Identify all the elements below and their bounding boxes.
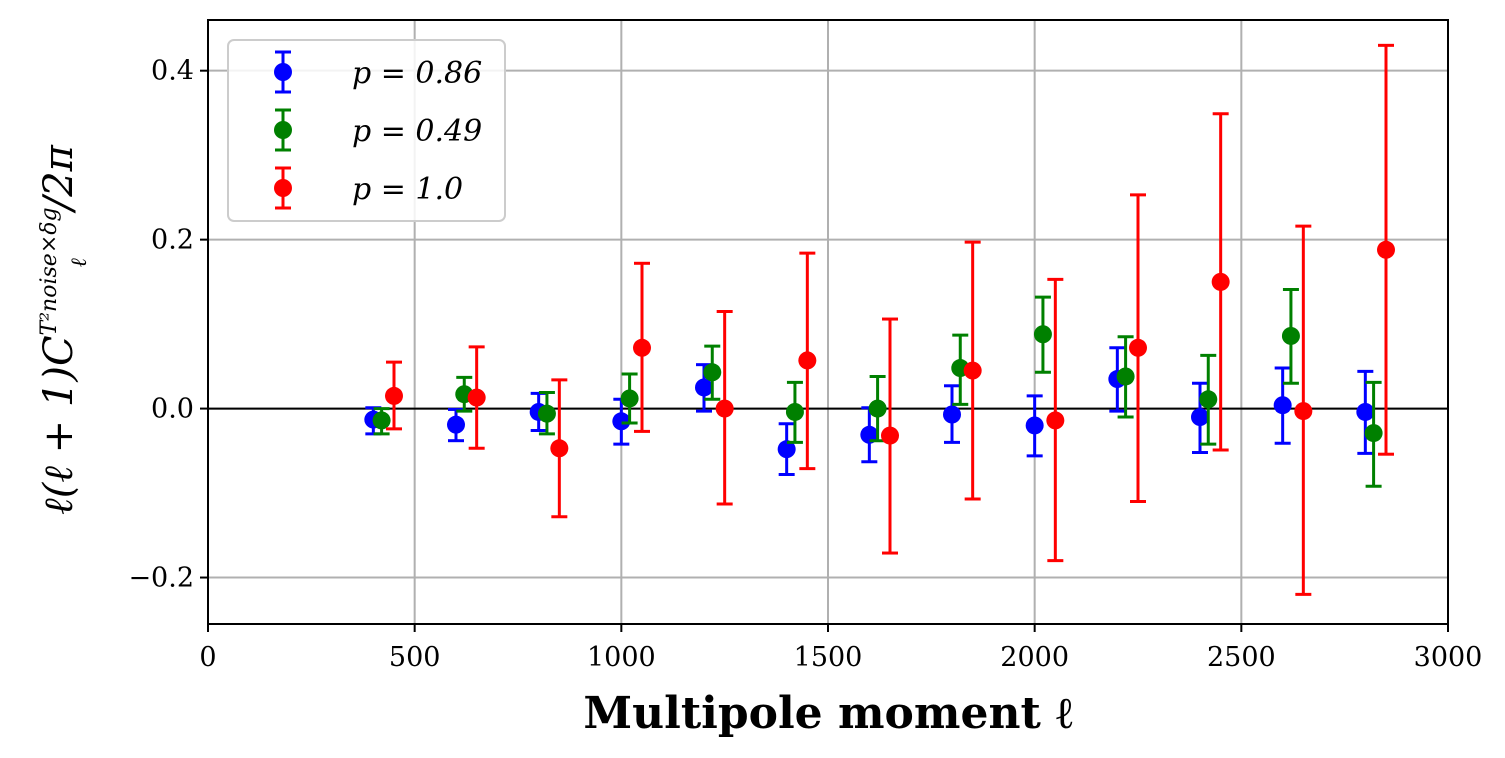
legend-marker	[274, 179, 292, 197]
data-point	[372, 411, 391, 430]
y-axis-title-superscript: T²noise×δg	[37, 207, 62, 335]
y-axis-title-tail: /2π	[36, 144, 82, 214]
legend-marker	[274, 63, 292, 81]
data-point	[777, 440, 796, 459]
series-3	[385, 43, 1395, 596]
legend-marker	[274, 121, 292, 139]
data-point	[1273, 396, 1292, 415]
data-point	[1364, 424, 1383, 443]
data-point	[695, 378, 713, 397]
data-point	[785, 402, 804, 421]
data-point	[1033, 325, 1052, 344]
series-group	[364, 43, 1395, 596]
y-axis-title: ℓ(ℓ + 1)CT²noise×δg ℓ/2π	[36, 144, 92, 515]
data-point	[1116, 367, 1135, 386]
data-point	[550, 439, 569, 458]
data-point	[467, 388, 486, 407]
x-tick-label: 2000	[1000, 642, 1069, 673]
data-point	[612, 412, 631, 431]
x-tick-label: 2500	[1207, 642, 1276, 673]
legend-label: p = 0.86	[352, 56, 482, 91]
data-point	[798, 351, 817, 370]
data-point	[1199, 390, 1218, 409]
legend-label: p = 1.0	[352, 172, 463, 207]
legend: p = 0.86 p = 0.49 p = 1.0	[227, 39, 506, 222]
x-axis-title: Multipole moment ℓ	[583, 688, 1073, 739]
data-point	[1191, 408, 1209, 427]
series-2	[372, 287, 1383, 488]
x-tick-label: 1000	[587, 642, 656, 673]
y-tick-label: 0.0	[151, 394, 194, 425]
svg-text:ℓ(ℓ + 1)CT²noise×δgℓ/2π: ℓ(ℓ + 1)CT²noise×δg ℓ/2π	[36, 144, 92, 515]
data-point	[537, 404, 556, 423]
y-axis-title-main: ℓ(ℓ + 1)C	[36, 335, 82, 515]
data-point	[1281, 326, 1300, 345]
data-point	[1046, 411, 1065, 430]
data-point	[385, 386, 403, 405]
data-point	[943, 405, 961, 424]
y-axis-ticks: −0.2 0.0 0.2 0.4	[128, 56, 208, 594]
data-point	[1294, 402, 1313, 421]
data-point	[633, 338, 651, 357]
y-tick-label: 0.2	[151, 225, 194, 256]
data-point	[703, 363, 722, 382]
data-point	[1025, 416, 1044, 435]
x-axis-ticks: 0 500 1000 1500 2000 2500 3000	[199, 624, 1482, 673]
x-tick-label: 3000	[1414, 642, 1483, 673]
data-point	[1211, 272, 1230, 291]
x-tick-label: 0	[199, 642, 216, 673]
x-tick-label: 500	[389, 642, 441, 673]
data-point	[1377, 240, 1395, 259]
data-point	[715, 399, 734, 418]
data-point	[963, 361, 982, 380]
data-point	[868, 399, 887, 418]
y-tick-label: 0.4	[151, 56, 194, 87]
legend-label: p = 0.49	[352, 114, 482, 149]
data-point	[1356, 402, 1375, 421]
x-tick-label: 1500	[794, 642, 863, 673]
y-tick-label: −0.2	[128, 563, 194, 594]
data-point	[447, 415, 465, 434]
data-point	[881, 426, 899, 445]
legend-box	[227, 39, 506, 222]
y-axis-title-subscript: ℓ	[67, 257, 92, 267]
data-point	[620, 389, 639, 408]
data-point	[1129, 338, 1147, 357]
